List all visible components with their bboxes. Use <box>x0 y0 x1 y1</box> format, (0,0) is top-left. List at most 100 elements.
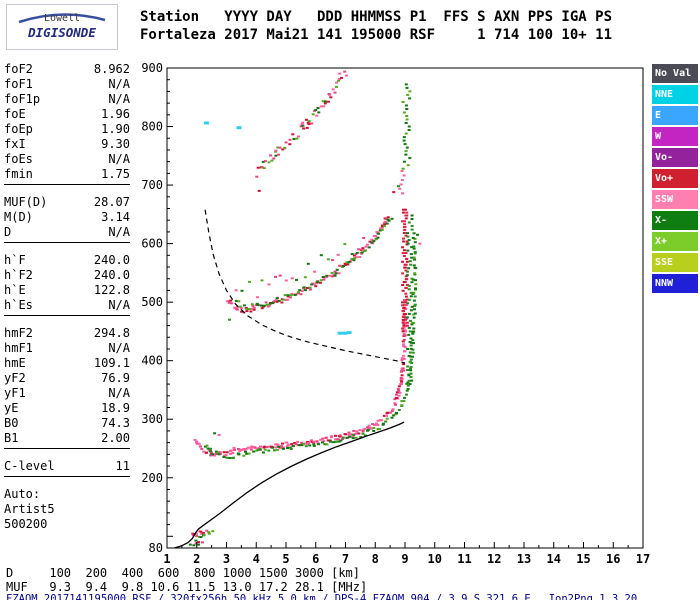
y-axis: 900 800 700 600 500 400 300 200 80 <box>141 61 173 555</box>
second-hop-asymptote-green-top <box>401 83 412 170</box>
param-label: h`F2 <box>4 268 33 282</box>
param-value: 1.90 <box>101 122 130 136</box>
param-value: 1.75 <box>101 167 130 181</box>
param-label: yF1 <box>4 386 26 400</box>
param-value: 18.9 <box>101 401 130 415</box>
svg-text:600: 600 <box>141 237 163 251</box>
param-row-artist5: Artist5 <box>4 502 130 517</box>
status-bar: FZAOM_2017141195000.RSF / 320fx256h 50 k… <box>6 593 696 600</box>
param-value: 28.07 <box>93 195 130 209</box>
status-version: Ion2Png 1.3.20 <box>548 593 638 600</box>
param-row-h-f2: h`F2 240.0 <box>4 268 130 283</box>
svg-text:14: 14 <box>547 552 561 566</box>
param-value: 74.3 <box>101 416 130 430</box>
param-value: N/A <box>108 341 130 355</box>
param-group: hmF2 294.8 hmF1 N/A hmE 109.1 yF2 76.9 yF1 N/A yE 1… <box>4 326 130 449</box>
param-label: h`F <box>4 253 26 267</box>
x-axis: 1 2 3 4 5 6 7 8 9 10 11 12 13 14 15 16 17 <box>163 542 650 566</box>
e-region-echo-pink <box>191 529 209 538</box>
param-row-foep: foEp 1.90 <box>4 122 130 137</box>
param-row-b0: B0 74.3 <box>4 416 130 431</box>
svg-text:200: 200 <box>141 471 163 485</box>
first-hop-X-trace <box>203 232 418 460</box>
param-row-fof2: foF2 8.962 <box>4 62 130 77</box>
param-row-hmf2: hmF2 294.8 <box>4 326 130 341</box>
param-label: foF1 <box>4 77 33 91</box>
lowell-digisonde-logo: Lowell DIGISONDE <box>6 4 118 50</box>
svg-text:4: 4 <box>253 552 260 566</box>
param-group: MUF(D) 28.07 M(D) 3.14 D N/A <box>4 195 130 243</box>
svg-text:12: 12 <box>487 552 501 566</box>
stray-marks <box>213 185 422 436</box>
logo-digisonde-text: DIGISONDE <box>27 25 96 40</box>
svg-text:500: 500 <box>141 295 163 309</box>
param-row-m-d: M(D) 3.14 <box>4 210 130 225</box>
svg-text:9: 9 <box>401 552 408 566</box>
status-file-info: FZAOM_2017141195000.RSF / 320fx256h 50 k… <box>6 593 531 600</box>
ionogram-chart: 1 2 3 4 5 6 7 8 9 10 11 12 13 14 15 16 17900800700600500… <box>141 61 650 566</box>
logo-swoosh <box>18 13 106 24</box>
param-label: yF2 <box>4 371 26 385</box>
param-label: B1 <box>4 431 19 445</box>
param-row-b1: B1 2.00 <box>4 431 130 446</box>
param-value: 122.8 <box>93 283 130 297</box>
param-group: foF2 8.962 foF1 N/A foF1p N/A foE 1.96 foEp 1.90 f… <box>4 62 130 185</box>
param-group: h`F 240.0 h`F2 240.0 h`E 122.8 h`Es N/A <box>4 253 130 316</box>
svg-text:17: 17 <box>636 552 650 566</box>
param-label: C-level <box>4 459 55 473</box>
svg-text:10: 10 <box>428 552 442 566</box>
plot-area <box>174 70 422 548</box>
param-label: fmin <box>4 167 33 181</box>
header-field-names: Station YYYY DAY DDD HHMMSS P1 FFS S AXN… <box>140 9 613 25</box>
param-row-auto: Auto: <box>4 487 130 502</box>
param-label: D <box>4 225 12 239</box>
legend-item-e: E <box>652 106 698 125</box>
param-value: N/A <box>108 298 130 312</box>
param-label: MUF(D) <box>4 195 48 209</box>
legend-item-nne: NNE <box>652 85 698 104</box>
param-row-fxi: fxI 9.30 <box>4 137 130 152</box>
svg-text:13: 13 <box>517 552 531 566</box>
param-label: foEp <box>4 122 33 136</box>
param-row-foe: foE 1.96 <box>4 107 130 122</box>
legend-item-x: X+ <box>652 232 698 251</box>
svg-text:800: 800 <box>141 120 163 134</box>
param-row-fmin: fmin 1.75 <box>4 167 130 182</box>
cyan-marks <box>204 121 352 335</box>
second-hop-speckle <box>234 237 366 299</box>
param-value: 9.30 <box>101 137 130 151</box>
param-value: 76.9 <box>101 371 130 385</box>
param-value: 3.14 <box>101 210 130 224</box>
x-mode-asymptote-green <box>405 214 414 386</box>
param-value: N/A <box>108 92 130 106</box>
param-row-ye: yE 18.9 <box>4 401 130 416</box>
second-hop-X-trace <box>234 217 394 311</box>
param-label: fxI <box>4 137 26 151</box>
svg-text:16: 16 <box>606 552 620 566</box>
echo-status-legend: No Val NNE E W Vo- Vo+ SSW X- X+ SSE NNW <box>652 64 698 295</box>
param-label: h`E <box>4 283 26 297</box>
param-value: 240.0 <box>93 268 130 282</box>
distance-row: D 100 200 400 600 800 1000 1500 3000 [km… <box>6 566 361 580</box>
third-hop-trace <box>255 70 348 178</box>
param-label: yE <box>4 401 19 415</box>
svg-text:80: 80 <box>149 541 163 555</box>
legend-item-vo: Vo- <box>652 148 698 167</box>
param-label: foE <box>4 107 26 121</box>
param-group: C-level 11 <box>4 459 130 477</box>
svg-text:700: 700 <box>141 178 163 192</box>
param-value: 294.8 <box>93 326 130 340</box>
svg-text:7: 7 <box>342 552 349 566</box>
param-value: 2.00 <box>101 431 130 445</box>
param-row-foes: foEs N/A <box>4 152 130 167</box>
svg-text:2: 2 <box>193 552 200 566</box>
svg-text:300: 300 <box>141 412 163 426</box>
param-label: foF2 <box>4 62 33 76</box>
param-value: 240.0 <box>93 253 130 267</box>
param-value: N/A <box>108 225 130 239</box>
param-value: N/A <box>108 77 130 91</box>
muf-transmission-curve <box>204 209 406 364</box>
legend-item-w: W <box>652 127 698 146</box>
param-row-fof1p: foF1p N/A <box>4 92 130 107</box>
param-row-d: D N/A <box>4 225 130 240</box>
